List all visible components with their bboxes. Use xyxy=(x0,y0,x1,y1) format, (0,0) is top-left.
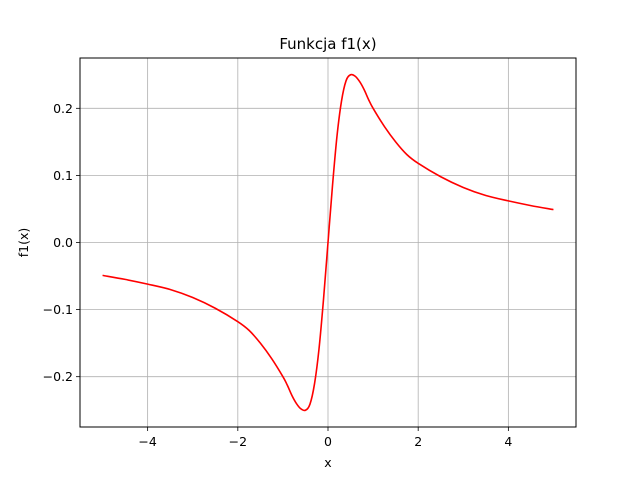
y-tick-label: 0.0 xyxy=(53,235,73,250)
x-tick-label: 2 xyxy=(414,434,422,449)
x-tick-label: −4 xyxy=(138,434,156,449)
y-tick-label: 0.1 xyxy=(53,168,73,183)
series-line xyxy=(102,73,554,412)
series-layer xyxy=(102,73,554,412)
ticks: −4 −2 0 2 4 −0.2 −0.1 0.0 0.1 0.2 xyxy=(43,101,513,449)
y-axis-label: f1(x) xyxy=(16,228,31,258)
x-axis-label: x xyxy=(324,455,331,470)
y-tick-label: −0.1 xyxy=(43,302,73,317)
x-tick-label: 0 xyxy=(324,434,332,449)
x-tick-label: −2 xyxy=(229,434,247,449)
chart-title: Funkcja f1(x) xyxy=(279,35,376,53)
y-tick-label: −0.2 xyxy=(43,369,73,384)
y-tick-label: 0.2 xyxy=(53,101,73,116)
x-tick-label: 4 xyxy=(504,434,512,449)
